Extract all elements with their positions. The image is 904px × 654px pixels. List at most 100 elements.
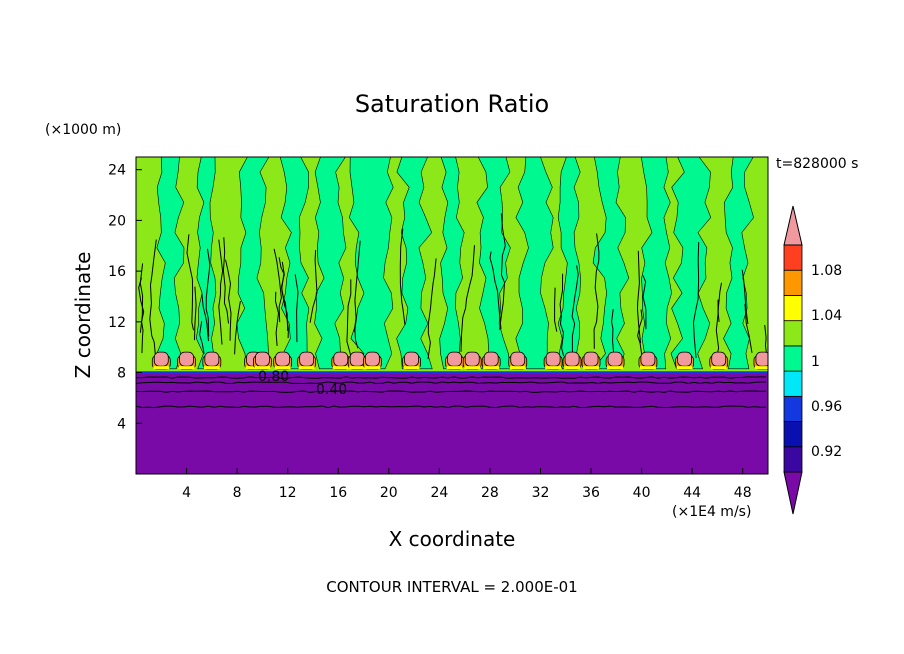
cloud-cell-rim <box>545 366 562 370</box>
plume-15 <box>723 157 754 370</box>
y-tick-label: 8 <box>117 366 126 382</box>
colorbar-min-arrow <box>783 471 803 515</box>
contour-filament <box>218 239 224 345</box>
contour-filament <box>642 275 647 330</box>
contour-line-lower-3 <box>136 390 767 393</box>
contour-filament <box>559 273 565 357</box>
contour-filament <box>554 287 558 332</box>
x-tick-label: 44 <box>683 485 701 501</box>
colorbar-swatch <box>783 421 803 448</box>
contour-filament <box>637 309 643 358</box>
cloud-cell-core <box>349 351 365 367</box>
cloud-cell-core <box>607 351 623 367</box>
x-tick-label: 36 <box>582 485 600 501</box>
cloud-cell-core <box>510 351 526 367</box>
contour-filament <box>489 251 502 330</box>
contour-line-lower-1 <box>136 376 766 379</box>
colorbar-swatch <box>783 395 803 422</box>
transition-edge <box>136 371 768 375</box>
cloud-cell-rim <box>607 366 624 370</box>
x-axis-label: X coordinate <box>389 527 516 551</box>
cloud-cell-rim <box>676 366 693 370</box>
y-tick-label: 20 <box>108 213 126 229</box>
colorbar-tick-label: 1.04 <box>811 308 842 324</box>
contour-line-lower-2 <box>136 381 766 385</box>
cloud-cell-rim <box>639 366 656 370</box>
cloud-cell-core <box>583 351 599 367</box>
contour-filament <box>460 245 475 352</box>
cloud-cell-core <box>464 351 480 367</box>
contour-filament <box>353 240 361 332</box>
cloud-cell-core <box>204 351 220 367</box>
cloud-cell-rim <box>364 366 381 370</box>
colorbar-labels: 1.08 1.04 1 0.96 0.92 <box>811 263 842 460</box>
contour-filament <box>309 249 318 323</box>
y-tick-label: 12 <box>108 315 126 331</box>
cloud-cell-rim <box>298 366 315 370</box>
cloud-cell-rim <box>710 366 727 370</box>
cloud-cell-core <box>333 351 349 367</box>
y-tick-label: 4 <box>117 416 126 432</box>
x-tick-label: 12 <box>279 485 297 501</box>
cloud-cell-rim <box>583 366 600 370</box>
colorbar-swatch <box>783 244 803 271</box>
plume-13 <box>640 157 672 370</box>
plot-area <box>135 156 769 475</box>
cloud-cell-rim <box>245 366 262 370</box>
colorbar-swatch <box>783 269 803 296</box>
contour-filament <box>194 286 197 341</box>
plot-frame <box>135 156 769 475</box>
chart-title: Saturation Ratio <box>355 90 549 118</box>
contour-filament <box>354 323 359 349</box>
cloud-cell-rim <box>564 366 581 370</box>
contour-filament <box>280 261 289 339</box>
cloud-cell-rim <box>153 366 170 370</box>
contour-filament <box>149 239 157 359</box>
cloud-cell-core <box>275 351 291 367</box>
lower-layer-fill <box>136 373 768 474</box>
y-unit-label: (×1000 m) <box>45 122 121 138</box>
contour-filament <box>201 293 209 342</box>
plume-1 <box>156 157 185 370</box>
colorbar-tick-label: 1.08 <box>811 263 842 279</box>
cloud-cell-rim <box>754 366 768 370</box>
cloud-cell-core <box>364 351 380 367</box>
cloud-cell-core <box>640 351 656 367</box>
cloud-cell-rim <box>203 366 220 370</box>
contour-filament <box>692 241 700 359</box>
contour-field <box>136 157 768 474</box>
x-tick-label: 16 <box>329 485 347 501</box>
plume-6 <box>348 157 394 370</box>
cloud-cell-rim <box>178 366 195 370</box>
contour-filament <box>741 269 749 325</box>
contour-filament <box>346 279 352 356</box>
contour-filament <box>234 301 241 355</box>
cloud-cell-core <box>299 351 315 367</box>
x-tick-label: 40 <box>633 485 651 501</box>
contour-filament <box>225 259 232 341</box>
contour-filament <box>593 233 600 349</box>
contour-line-lower-4 <box>136 405 767 409</box>
x-axis-ticks: 4 8 12 16 20 24 28 32 36 40 44 48 <box>182 468 752 501</box>
contour-filament <box>273 248 282 323</box>
y-axis-label: Z coordinate <box>71 252 95 379</box>
contour-filament <box>399 228 406 325</box>
contour-filament <box>636 250 642 344</box>
contour-filament <box>717 282 722 322</box>
cloud-cell-rim <box>274 366 291 370</box>
y-tick-label: 16 <box>108 264 126 280</box>
contour-interval-footer: CONTOUR INTERVAL = 2.000E-01 <box>326 578 577 596</box>
colorbar-tick-label: 1 <box>811 354 820 370</box>
colorbar-swatch <box>783 295 803 322</box>
contour-filament <box>744 303 753 353</box>
cloud-cell-core <box>404 351 419 367</box>
x-unit-label: (×1E4 m/s) <box>672 504 751 520</box>
contour-filament <box>274 291 280 346</box>
x-tick-label: 24 <box>430 485 448 501</box>
colorbar-swatch <box>783 345 803 372</box>
x-tick-label: 32 <box>532 485 550 501</box>
contour-filament <box>199 321 205 354</box>
cloud-cell-core <box>153 351 169 367</box>
colorbar <box>783 205 803 515</box>
